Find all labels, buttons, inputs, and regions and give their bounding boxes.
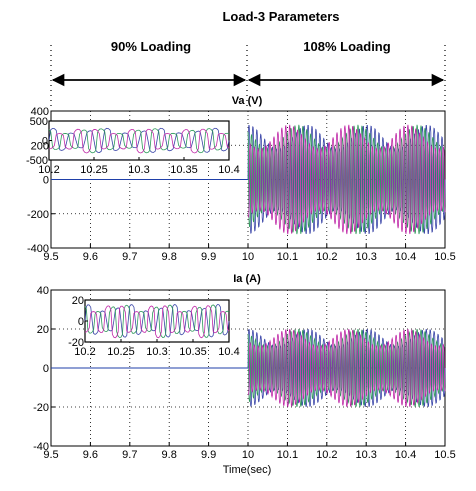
plot1-x-tick-label-8: 10.3 <box>355 251 376 263</box>
plot1-inset-x-tick-label-4: 10.4 <box>218 164 239 176</box>
plot1-inset-x-tick-label-1: 10.25 <box>80 164 108 176</box>
plot2-x-tick-label-1: 9.6 <box>83 449 98 461</box>
plot2-x-tick-label-2: 9.7 <box>122 449 137 461</box>
plot2-y-tick-label-2: 0 <box>43 363 49 375</box>
plot1-x-tick-label-1: 9.6 <box>83 251 98 263</box>
figure-title: Load-3 Parameters <box>222 9 339 24</box>
plot1-inset-x-tick-label-3: 10.35 <box>170 164 198 176</box>
plot2-inset-x-tick-label-1: 10.25 <box>107 346 135 358</box>
plot2-x-tick-label-7: 10.2 <box>316 449 337 461</box>
plot1-inset-x-tick-label-0: 10.2 <box>38 164 59 176</box>
plot1-x-tick-label-7: 10.2 <box>316 251 337 263</box>
plot1-y-tick-label-3: -200 <box>27 209 49 221</box>
plot1-x-tick-label-4: 9.9 <box>201 251 216 263</box>
phase-label-1: 90% Loading <box>111 39 191 54</box>
phase-label-2: 108% Loading <box>303 39 390 54</box>
plot2-y-tick-label-1: 20 <box>37 324 49 336</box>
plot2-x-tick-label-6: 10.1 <box>277 449 298 461</box>
plot1-inset-x-tick-label-2: 10.3 <box>128 164 149 176</box>
plot1-inset-series-phase-3 <box>48 128 230 154</box>
plot1-y-tick-label-4: -400 <box>27 243 49 255</box>
plot2-inset-y-tick-label-2: -20 <box>68 337 84 349</box>
plot2-x-tick-label-3: 9.8 <box>162 449 177 461</box>
plot2-x-tick-label-8: 10.3 <box>355 449 376 461</box>
plot1-x-tick-label-9: 10.4 <box>395 251 416 263</box>
plot2-x-tick-label-9: 10.4 <box>395 449 416 461</box>
plot2-inset-x-tick-label-3: 10.35 <box>179 346 207 358</box>
plot2-series-phase-3 <box>247 328 446 408</box>
plot1-inset-y-tick-label-1: 0 <box>42 136 48 148</box>
plot2-inset-y-tick-label-0: 20 <box>72 295 84 307</box>
plot1-x-tick-label-2: 9.7 <box>122 251 137 263</box>
plot2-inset-series-phase-3 <box>84 305 230 339</box>
plot1-series-phase-3 <box>247 124 446 235</box>
plot1-x-tick-label-0: 9.5 <box>43 251 58 263</box>
plot1-y-tick-label-2: 0 <box>43 175 49 187</box>
plot1-x-tick-label-3: 9.8 <box>162 251 177 263</box>
plot2-y-tick-label-3: -20 <box>33 402 49 414</box>
plot2-x-tick-label-10: 10.5 <box>434 449 455 461</box>
plot2-x-tick-label-0: 9.5 <box>43 449 58 461</box>
plot1-inset-y-tick-label-0: 500 <box>30 116 48 128</box>
plot1-inset-series-phase-1 <box>48 127 230 153</box>
plot1-x-tick-label-6: 10.1 <box>277 251 298 263</box>
plot1-y-tick-label-0: 400 <box>31 106 49 118</box>
plot2-inset-y-tick-label-1: 0 <box>78 316 84 328</box>
plot1-x-tick-label-10: 10.5 <box>434 251 455 263</box>
plot2-inset-series-phase-1 <box>84 304 230 338</box>
plot1-inset-y-tick-label-2: -500 <box>26 155 48 167</box>
plot2-inset-x-tick-label-2: 10.3 <box>146 346 167 358</box>
plot2-y-tick-label-4: -40 <box>33 441 49 453</box>
x-axis-label: Time(sec) <box>223 464 271 476</box>
phase-annotations: 90% Loading 108% Loading <box>50 39 446 107</box>
plot1-y-tick-label-1: 200 <box>31 140 49 152</box>
plot1-inset-series-phase-2 <box>48 128 230 154</box>
plot1-title: Va (V) <box>232 95 263 107</box>
plot1-x-tick-label-5: 10 <box>242 251 254 263</box>
plot2-y-tick-label-0: 40 <box>37 285 49 297</box>
plot2-inset-series-phase-2 <box>84 304 230 339</box>
plot2-inset-x-tick-label-0: 10.2 <box>74 346 95 358</box>
plot2-x-tick-label-4: 9.9 <box>201 449 216 461</box>
plot2-x-tick-label-5: 10 <box>242 449 254 461</box>
plot-voltage: 9.5 9.6 9.7 9.8 9.9 10 10.1 10.2 10.3 10.4 10.5 400… <box>26 106 456 263</box>
plot2-inset-x-tick-label-4: 10.4 <box>218 346 239 358</box>
plot2-title: Ia (A) <box>233 273 261 285</box>
plot-current: 9.5 9.6 9.7 9.8 9.9 10 10.1 10.2 10.3 10.4 10.5 40 2… <box>33 285 456 461</box>
